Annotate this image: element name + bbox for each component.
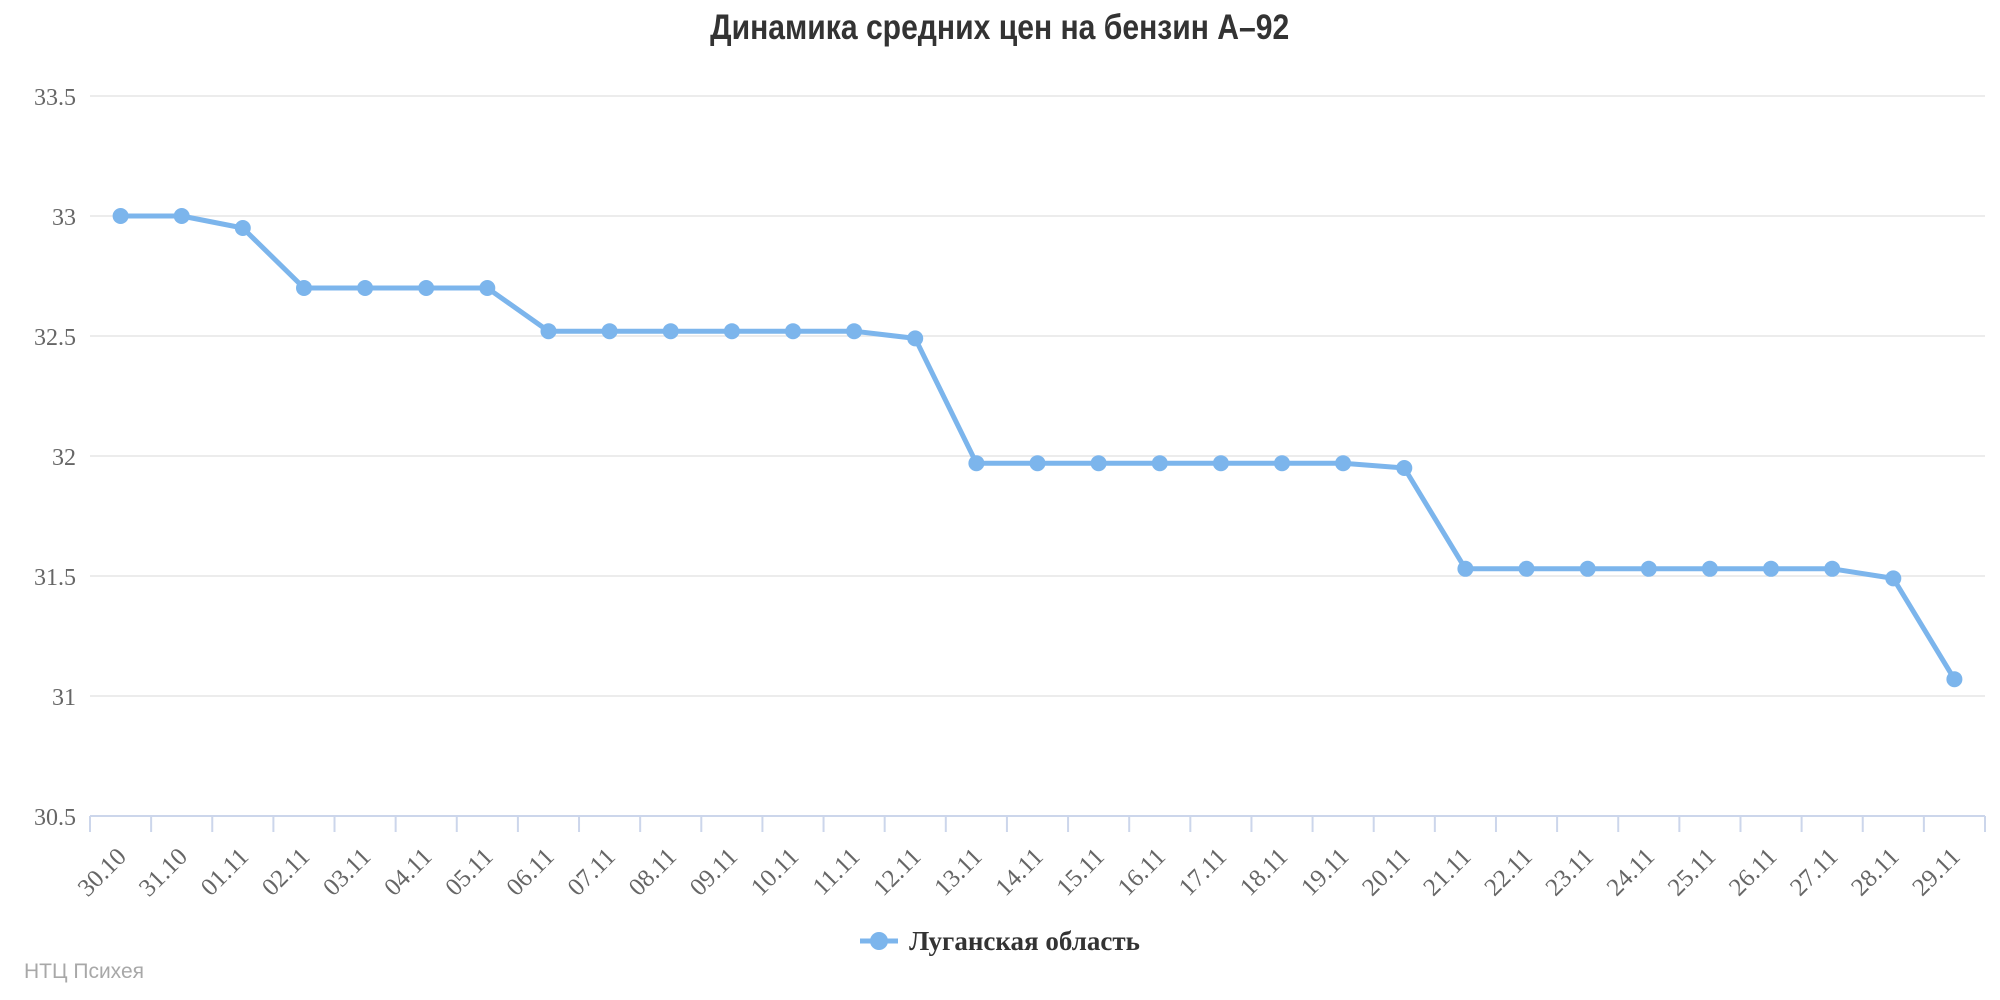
x-axis-label: 14.11 (991, 843, 1049, 901)
data-point-marker[interactable] (601, 323, 618, 340)
data-point-marker[interactable] (662, 323, 679, 340)
x-axis-label: 24.11 (1602, 843, 1660, 901)
data-point-marker[interactable] (1640, 560, 1657, 577)
data-point-marker[interactable] (1946, 671, 1963, 688)
chart-title-text: Динамика средних цен на бензин А–92 (710, 8, 1290, 47)
legend-item[interactable]: Луганская область (860, 926, 1140, 957)
watermark-text: НТЦ Психея (24, 960, 145, 983)
x-axis-label: 28.11 (1846, 843, 1904, 901)
data-point-marker[interactable] (1274, 455, 1290, 472)
data-point-marker[interactable] (1335, 455, 1352, 472)
x-axis-label: 06.11 (501, 843, 559, 901)
x-axis-label: 07.11 (563, 843, 621, 901)
data-point-marker[interactable] (907, 330, 924, 347)
y-axis-label: 33.5 (34, 85, 76, 111)
x-axis-label: 08.11 (624, 843, 682, 901)
x-axis-label: 15.11 (1052, 843, 1110, 901)
y-axis-label: 33 (52, 205, 76, 231)
x-axis-label: 18.11 (1235, 843, 1293, 901)
x-axis-label: 31.10 (134, 843, 193, 902)
x-axis-label: 17.11 (1174, 843, 1232, 901)
x-axis-label: 11.11 (808, 843, 866, 901)
data-point-marker[interactable] (785, 323, 801, 340)
x-axis-label: 25.11 (1663, 843, 1721, 901)
x-axis-label: 27.11 (1785, 843, 1843, 901)
x-axis-label: 01.11 (196, 843, 254, 901)
x-axis-label: 19.11 (1296, 843, 1354, 901)
data-point-marker[interactable] (846, 323, 863, 340)
data-point-marker[interactable] (173, 208, 190, 224)
data-point-marker[interactable] (234, 220, 251, 236)
data-point-marker[interactable] (357, 280, 374, 296)
x-axis-label: 04.11 (379, 843, 437, 901)
data-point-marker[interactable] (968, 455, 985, 472)
x-axis-label: 09.11 (685, 843, 743, 901)
data-point-marker[interactable] (418, 280, 435, 296)
x-axis-label: 10.11 (746, 843, 804, 901)
data-point-marker[interactable] (1701, 560, 1718, 577)
y-axis-label: 32 (52, 445, 76, 471)
data-point-marker[interactable] (479, 280, 496, 296)
data-point-marker[interactable] (1212, 455, 1229, 472)
x-axis-label: 21.11 (1418, 843, 1476, 901)
x-axis-label: 05.11 (440, 843, 498, 901)
x-axis-label: 20.11 (1357, 843, 1415, 901)
x-axis-label: 13.11 (929, 843, 987, 901)
x-axis-label: 12.11 (868, 843, 926, 901)
chart-title: Динамика средних цен на бензин А–92 (0, 8, 2000, 48)
data-point-marker[interactable] (1518, 560, 1535, 577)
y-axis-label: 31.5 (34, 565, 76, 591)
y-axis-label: 32.5 (34, 325, 76, 351)
data-point-marker[interactable] (1824, 560, 1841, 577)
data-point-marker[interactable] (1090, 455, 1107, 472)
data-point-marker[interactable] (296, 280, 312, 296)
data-point-marker[interactable] (112, 208, 129, 224)
data-point-marker[interactable] (723, 323, 740, 340)
data-point-marker[interactable] (1029, 455, 1046, 472)
data-point-marker[interactable] (1151, 455, 1168, 472)
x-axis-label: 03.11 (318, 843, 376, 901)
y-axis-label: 31 (52, 685, 76, 711)
x-axis-label: 30.10 (73, 843, 132, 902)
data-point-marker[interactable] (1763, 560, 1779, 577)
data-point-marker[interactable] (1396, 460, 1413, 476)
data-point-marker[interactable] (1457, 560, 1474, 577)
data-point-marker[interactable] (1885, 570, 1902, 587)
x-axis-label: 22.11 (1480, 843, 1538, 901)
data-point-marker[interactable] (1579, 560, 1596, 577)
data-point-marker[interactable] (540, 323, 557, 340)
legend-series-label: Луганская область (909, 925, 1140, 956)
y-axis-label: 30.5 (34, 805, 76, 831)
legend-line-marker-icon (860, 932, 899, 950)
x-axis-label: 29.11 (1907, 843, 1965, 901)
x-axis-label: 16.11 (1113, 843, 1171, 901)
x-axis-label: 26.11 (1724, 843, 1782, 901)
x-axis-label: 02.11 (257, 843, 315, 901)
x-axis-label: 23.11 (1541, 843, 1599, 901)
legend: Луганская область (0, 922, 2000, 960)
series-line (118, 213, 1957, 682)
